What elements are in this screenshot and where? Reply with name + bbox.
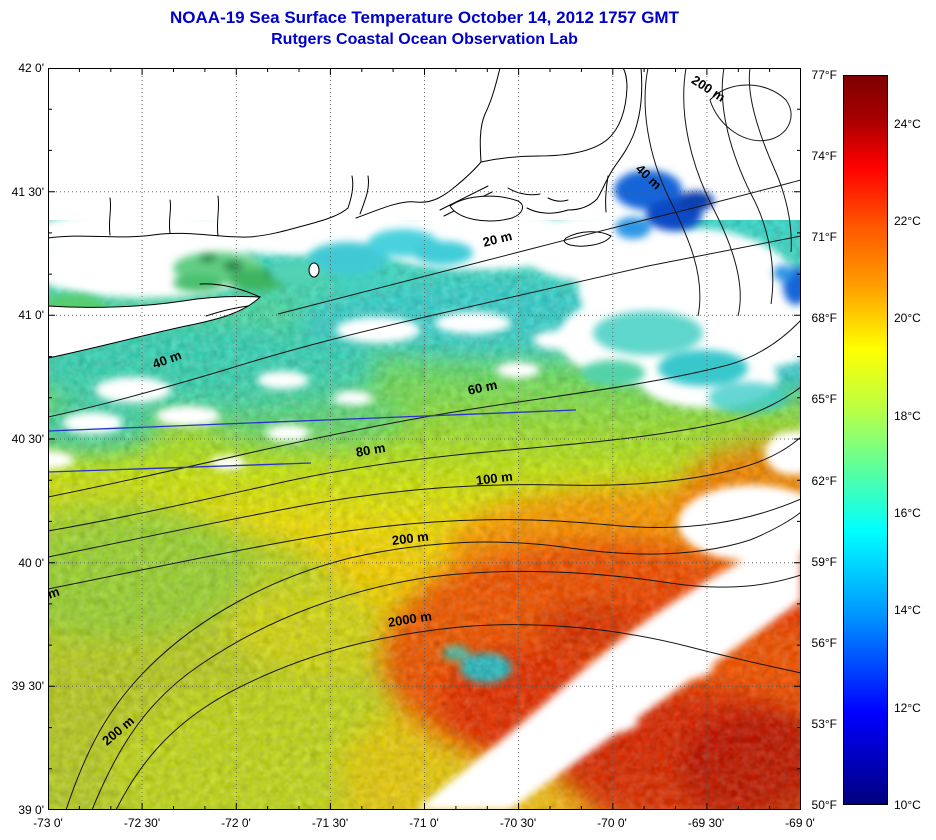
colorbar-gradient xyxy=(844,76,887,804)
y-tick-label: 41 30' xyxy=(11,185,44,199)
colorbar-f-label: 68°F xyxy=(811,311,837,325)
colorbar-f-label: 71°F xyxy=(811,230,837,244)
colorbar xyxy=(843,75,888,805)
x-tick-label: -72 30' xyxy=(123,816,161,830)
x-tick-label: -69 30' xyxy=(687,816,725,830)
colorbar-c-label: 22°C xyxy=(894,214,921,228)
colorbar-f-label: 77°F xyxy=(811,68,837,82)
sst-map: 200 m 40 m 20 m 40 m 60 m 80 m 100 m 200… xyxy=(48,68,801,810)
colorbar-f-label: 53°F xyxy=(811,717,837,731)
coastline xyxy=(48,68,643,359)
bathymetry-contours xyxy=(48,68,801,810)
x-tick-label: -70 30' xyxy=(499,816,537,830)
colorbar-f-label: 56°F xyxy=(811,636,837,650)
x-tick-label: -72 0' xyxy=(221,816,251,830)
x-tick-label: -69 0' xyxy=(785,816,815,830)
transect-lines xyxy=(48,409,577,473)
colorbar-f-label: 74°F xyxy=(811,149,837,163)
colorbar-f-label: 62°F xyxy=(811,474,837,488)
x-tick-label: -73 0' xyxy=(33,816,63,830)
y-tick-label: 42 0' xyxy=(18,61,44,75)
y-tick-label: 40 30' xyxy=(11,432,44,446)
cloud-land-mask xyxy=(48,68,801,810)
colorbar-f-label: 59°F xyxy=(811,555,837,569)
y-tick-label: 40 0' xyxy=(18,556,44,570)
colorbar-f-label: 50°F xyxy=(811,798,837,812)
y-tick-label: 39 0' xyxy=(18,803,44,817)
colorbar-c-label: 16°C xyxy=(894,506,921,520)
colorbar-f-label: 65°F xyxy=(811,392,837,406)
colorbar-c-label: 24°C xyxy=(894,117,921,131)
colorbar-c-label: 18°C xyxy=(894,409,921,423)
x-tick-label: -70 0' xyxy=(597,816,627,830)
colorbar-c-label: 12°C xyxy=(894,701,921,715)
x-tick-label: -71 30' xyxy=(311,816,349,830)
colorbar-c-label: 20°C xyxy=(894,311,921,325)
x-tick-label: -71 0' xyxy=(409,816,439,830)
page-subtitle: Rutgers Coastal Ocean Observation Lab xyxy=(271,31,578,48)
page-title: NOAA-19 Sea Surface Temperature October … xyxy=(170,8,679,27)
colorbar-c-label: 10°C xyxy=(894,798,921,812)
colorbar-c-label: 14°C xyxy=(894,603,921,617)
sst-map-svg xyxy=(48,68,801,810)
y-tick-label: 41 0' xyxy=(18,308,44,322)
y-tick-label: 39 30' xyxy=(11,679,44,693)
